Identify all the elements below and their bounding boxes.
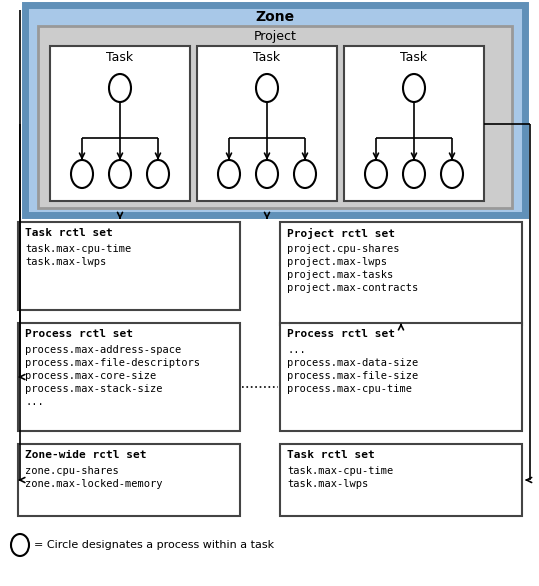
Bar: [197, 46, 337, 201]
Text: Task: Task: [106, 51, 134, 64]
Ellipse shape: [256, 160, 278, 188]
Bar: [280, 222, 522, 325]
Text: Task: Task: [253, 51, 281, 64]
Ellipse shape: [403, 160, 425, 188]
Text: zone.max-locked-memory: zone.max-locked-memory: [25, 479, 162, 489]
Ellipse shape: [218, 160, 240, 188]
Text: task.max-cpu-time: task.max-cpu-time: [287, 466, 393, 476]
Text: task.max-lwps: task.max-lwps: [25, 257, 106, 267]
Text: process.max-cpu-time: process.max-cpu-time: [287, 384, 412, 394]
Text: Task: Task: [400, 51, 427, 64]
Ellipse shape: [71, 160, 93, 188]
Bar: [38, 26, 512, 208]
Ellipse shape: [294, 160, 316, 188]
Text: process.max-address-space: process.max-address-space: [25, 345, 181, 355]
Text: Project: Project: [253, 30, 296, 43]
Text: ...: ...: [287, 345, 306, 355]
Text: Zone-wide rctl set: Zone-wide rctl set: [25, 450, 147, 460]
Text: Task rctl set: Task rctl set: [25, 228, 113, 238]
Bar: [280, 323, 522, 431]
Bar: [18, 444, 240, 516]
Text: project.max-tasks: project.max-tasks: [287, 270, 393, 280]
Text: project.cpu-shares: project.cpu-shares: [287, 244, 399, 254]
Text: Process rctl set: Process rctl set: [25, 329, 133, 339]
Bar: [18, 222, 240, 310]
Ellipse shape: [109, 74, 131, 102]
Text: zone.cpu-shares: zone.cpu-shares: [25, 466, 119, 476]
Ellipse shape: [441, 160, 463, 188]
Text: project.max-contracts: project.max-contracts: [287, 283, 418, 293]
Text: project.max-lwps: project.max-lwps: [287, 257, 387, 267]
Text: process.max-file-descriptors: process.max-file-descriptors: [25, 358, 200, 368]
Text: process.max-core-size: process.max-core-size: [25, 371, 156, 381]
Bar: [280, 444, 522, 516]
Text: Zone: Zone: [255, 10, 294, 24]
Text: Project rctl set: Project rctl set: [287, 228, 395, 239]
Text: process.max-data-size: process.max-data-size: [287, 358, 418, 368]
Ellipse shape: [147, 160, 169, 188]
Text: ...: ...: [25, 397, 44, 407]
Bar: [50, 46, 190, 201]
Text: task.max-cpu-time: task.max-cpu-time: [25, 244, 132, 254]
Ellipse shape: [403, 74, 425, 102]
Ellipse shape: [11, 534, 29, 556]
Bar: [25, 5, 525, 215]
Bar: [344, 46, 484, 201]
Text: task.max-lwps: task.max-lwps: [287, 479, 368, 489]
Text: Process rctl set: Process rctl set: [287, 329, 395, 339]
Text: Task rctl set: Task rctl set: [287, 450, 375, 460]
Text: process.max-stack-size: process.max-stack-size: [25, 384, 162, 394]
Ellipse shape: [109, 160, 131, 188]
Ellipse shape: [365, 160, 387, 188]
Text: = Circle designates a process within a task: = Circle designates a process within a t…: [34, 540, 274, 550]
Ellipse shape: [256, 74, 278, 102]
Bar: [18, 323, 240, 431]
Text: process.max-file-size: process.max-file-size: [287, 371, 418, 381]
